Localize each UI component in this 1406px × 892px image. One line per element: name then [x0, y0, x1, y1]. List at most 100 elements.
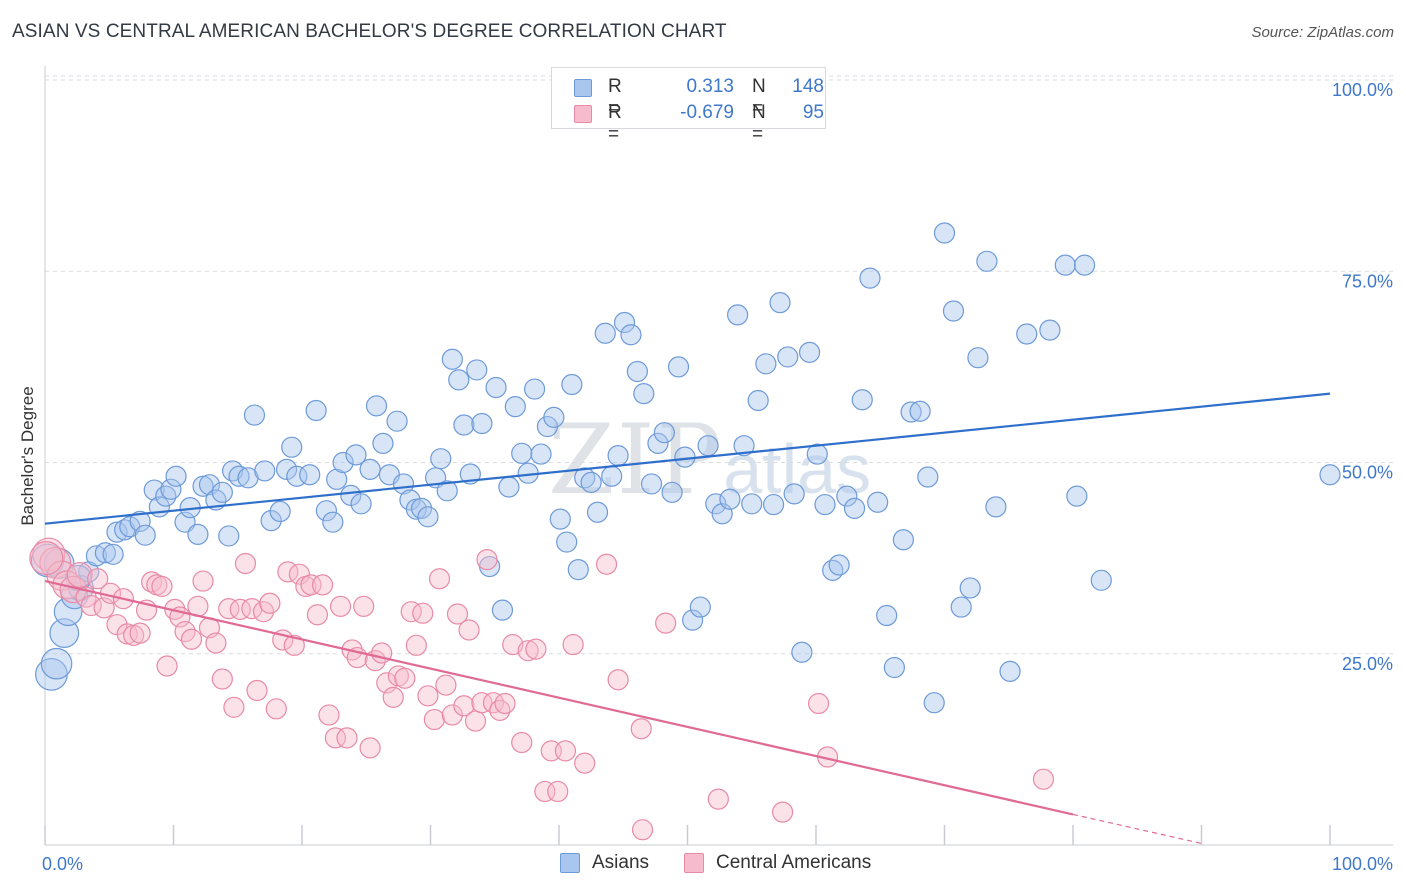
asian-point-36	[281, 436, 303, 458]
central-american-point-72	[464, 710, 487, 732]
asian-point-47	[359, 458, 381, 480]
asian-point-9	[102, 543, 124, 565]
central-american-point-30	[218, 598, 240, 620]
asian-point-34	[269, 500, 291, 523]
central-american-point-46	[311, 574, 334, 596]
central-american-point-92	[707, 788, 729, 810]
x-tick-label-max: 100.0%	[1332, 854, 1393, 874]
asian-point-3	[53, 597, 83, 627]
asian-point-63	[459, 463, 481, 485]
central-american-point-44	[300, 574, 322, 596]
correlation-legend: R = 0.313 N = 148 R = -0.679 N = 95	[551, 67, 826, 145]
asian-point-137	[999, 660, 1021, 682]
asians-trend-line	[44, 392, 1331, 525]
asian-point-8	[94, 542, 116, 564]
asian-point-98	[689, 596, 711, 618]
asian-point-62	[453, 414, 475, 436]
asian-point-71	[511, 442, 533, 464]
legend-r-label: R =	[608, 76, 622, 119]
asian-point-56	[417, 506, 439, 528]
asian-point-92	[647, 432, 669, 454]
asian-point-88	[620, 324, 642, 346]
central-american-point-90	[630, 718, 652, 740]
asian-point-13	[129, 510, 151, 533]
legend-r-value: -0.679	[680, 102, 734, 123]
asian-point-117	[828, 554, 850, 576]
central-american-point-64	[417, 685, 439, 707]
asian-point-43	[332, 451, 354, 474]
asian-point-125	[892, 529, 914, 551]
central-american-point-67	[435, 674, 457, 696]
asian-point-141	[1066, 485, 1088, 507]
asian-point-18	[160, 478, 182, 500]
central-american-point-89	[607, 669, 629, 691]
central-american-point-58	[382, 686, 404, 708]
asian-point-39	[305, 399, 327, 422]
asian-point-118	[836, 485, 858, 507]
central-american-point-24	[180, 628, 203, 650]
central-american-point-31	[223, 696, 245, 718]
central-american-point-5	[66, 561, 93, 588]
asian-point-58	[430, 448, 452, 470]
y-tick-label: 100.0%	[1332, 80, 1393, 100]
asian-point-89	[626, 360, 648, 383]
central-american-point-60	[394, 667, 416, 689]
central-american-point-68	[441, 704, 463, 726]
central-american-point-35	[246, 679, 268, 702]
axes	[44, 66, 1393, 846]
asian-point-140	[1054, 254, 1076, 276]
asian-point-70	[504, 396, 526, 418]
asian-point-144	[1319, 464, 1341, 486]
asian-point-46	[350, 493, 372, 515]
central-american-point-73	[471, 692, 493, 714]
asian-point-99	[697, 435, 719, 457]
central-american-point-87	[574, 752, 596, 774]
central-american-point-80	[517, 640, 539, 662]
central-american-point-79	[511, 731, 533, 754]
asian-point-42	[326, 468, 348, 490]
asian-point-48	[365, 395, 388, 417]
asian-point-131	[942, 300, 965, 322]
asian-point-122	[867, 491, 889, 513]
central-american-point-95	[807, 692, 830, 715]
asian-point-22	[187, 523, 209, 546]
asian-point-65	[471, 412, 493, 435]
asian-point-74	[530, 443, 552, 465]
central-american-point-61	[400, 601, 422, 623]
central-american-point-70	[453, 695, 475, 717]
central-american-point-82	[534, 780, 556, 803]
y-tick-label: 50.0%	[1342, 463, 1393, 483]
tick-labels: 100.0% 75.0% 50.0% 25.0% 0.0% 100.0%	[42, 80, 1393, 874]
asian-point-2	[49, 618, 80, 648]
asian-point-108	[762, 493, 785, 516]
asian-point-103	[727, 304, 749, 326]
legend-r-label: R =	[608, 102, 622, 145]
central-american-point-65	[423, 708, 445, 731]
legend-n-value: 148	[792, 76, 824, 97]
central-american-point-84	[547, 780, 569, 803]
asian-point-78	[556, 531, 578, 553]
asian-point-121	[859, 267, 881, 289]
asian-point-73	[523, 378, 546, 400]
asian-point-130	[933, 222, 956, 244]
y-tick-label: 25.0%	[1342, 654, 1393, 674]
asian-point-14	[134, 524, 156, 546]
central-american-point-15	[129, 622, 151, 644]
asian-point-139	[1039, 319, 1061, 341]
y-axis-label: Bachelor's Degree	[18, 386, 37, 526]
central-american-point-53	[353, 595, 375, 617]
central-american-point-62	[405, 634, 427, 656]
central-american-point-63	[412, 602, 434, 624]
asian-point-33	[260, 510, 282, 532]
central-american-point-91	[655, 612, 677, 634]
bottom-legend-label-central-americans: Central Americans	[716, 852, 872, 873]
asian-point-83	[586, 501, 609, 523]
central-american-point-71	[458, 619, 480, 641]
asian-point-68	[491, 599, 514, 621]
central-american-point-37	[259, 592, 281, 614]
asian-point-31	[243, 404, 266, 426]
asian-point-107	[755, 353, 777, 375]
central-american-point-86	[562, 633, 584, 656]
bottom-legend-swatch-central-americans	[684, 853, 704, 873]
bottom-legend-label-asians: Asians	[592, 852, 650, 873]
